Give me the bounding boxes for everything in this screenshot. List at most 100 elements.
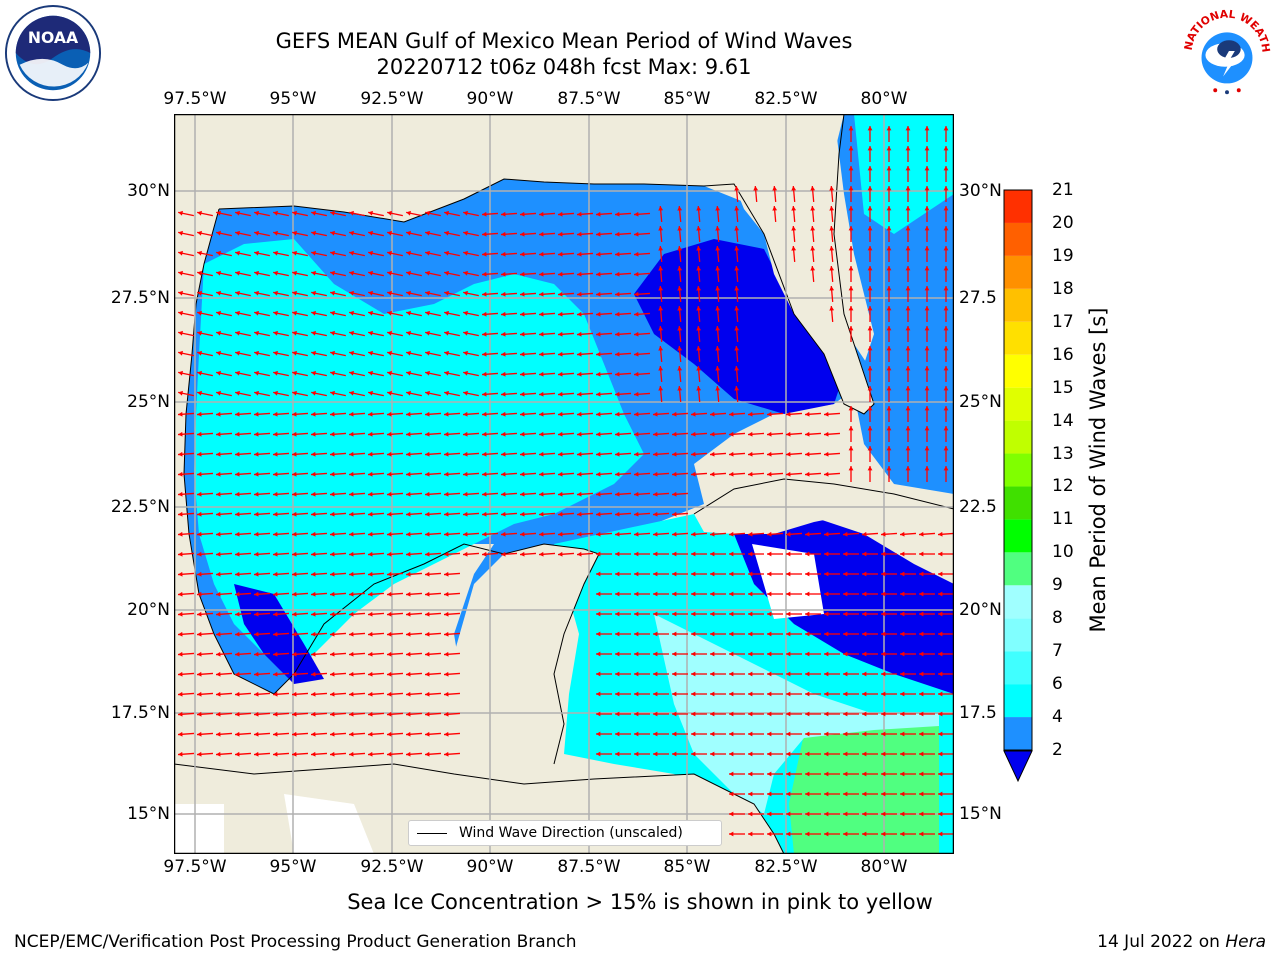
wave-arrow-head bbox=[387, 390, 392, 396]
wave-arrow-head bbox=[311, 691, 316, 697]
wave-arrow-head bbox=[829, 206, 835, 211]
wave-arrow-head bbox=[729, 431, 734, 437]
wave-arrow-head bbox=[444, 310, 449, 316]
wave-arrow-head bbox=[406, 411, 411, 417]
wave-arrow-head bbox=[919, 791, 924, 797]
colorbar-tick-label: 12 bbox=[1052, 476, 1074, 497]
wave-arrow-head bbox=[349, 471, 354, 477]
wave-arrow-head bbox=[558, 531, 563, 537]
wave-arrow-head bbox=[615, 251, 620, 257]
wave-arrow-head bbox=[368, 671, 373, 677]
wave-arrow-head bbox=[691, 751, 696, 757]
wave-arrow-head bbox=[311, 611, 316, 617]
wave-arrow-head bbox=[900, 591, 905, 597]
wave-arrow-head bbox=[677, 206, 683, 211]
colorbar-box bbox=[1004, 255, 1032, 289]
wave-arrow-head bbox=[463, 411, 468, 417]
wave-arrow-head bbox=[482, 331, 487, 337]
wave-arrow-head bbox=[539, 271, 544, 277]
wave-arrow-head bbox=[539, 251, 544, 257]
wave-arrow-head bbox=[425, 290, 430, 296]
wave-arrow-head bbox=[311, 471, 316, 477]
wave-arrow-head bbox=[254, 230, 259, 236]
wave-arrow-head bbox=[729, 611, 734, 617]
wave-arrow-head bbox=[178, 571, 183, 577]
wave-arrow-head bbox=[596, 611, 601, 617]
wave-arrow-head bbox=[596, 751, 601, 757]
wave-arrow-head bbox=[943, 206, 949, 211]
wave-arrow-head bbox=[696, 226, 702, 231]
wave-arrow-head bbox=[715, 286, 721, 291]
wave-arrow-head bbox=[444, 511, 449, 517]
wave-arrow-head bbox=[577, 491, 582, 497]
wave-arrow-head bbox=[748, 831, 753, 837]
wave-arrow-head bbox=[824, 431, 829, 437]
wave-arrow-head bbox=[311, 511, 316, 517]
wave-arrow-head bbox=[254, 451, 259, 457]
wave-arrow-head bbox=[387, 310, 392, 316]
wave-arrow-head bbox=[406, 651, 411, 657]
wave-arrow-head bbox=[178, 651, 183, 657]
wave-arrow-head bbox=[748, 591, 753, 597]
wave-arrow-head bbox=[862, 631, 867, 637]
wave-arrow-head bbox=[843, 731, 848, 737]
wave-arrow-head bbox=[425, 411, 430, 417]
wave-arrow-head bbox=[881, 591, 886, 597]
wave-arrow-head bbox=[406, 350, 411, 356]
wave-arrow-head bbox=[653, 611, 658, 617]
colorbar-tick-label: 19 bbox=[1052, 245, 1074, 266]
wave-arrow-head bbox=[729, 571, 734, 577]
wave-arrow-head bbox=[748, 811, 753, 817]
wave-arrow-head bbox=[767, 651, 772, 657]
wave-arrow-head bbox=[216, 511, 221, 517]
wave-arrow-head bbox=[710, 591, 715, 597]
wave-arrow-head bbox=[653, 591, 658, 597]
wave-arrow-head bbox=[482, 491, 487, 497]
wave-arrow-head bbox=[829, 226, 835, 231]
wave-arrow-head bbox=[786, 751, 791, 757]
wave-arrow-head bbox=[482, 431, 487, 437]
wave-arrow-head bbox=[881, 811, 886, 817]
wave-arrow-head bbox=[672, 451, 677, 457]
wave-arrow-head bbox=[848, 226, 854, 231]
wave-arrow-head bbox=[368, 631, 373, 637]
wave-arrow-head bbox=[406, 270, 411, 276]
wave-arrow-head bbox=[349, 691, 354, 697]
wave-arrow-head bbox=[905, 286, 911, 291]
wave-arrow-head bbox=[862, 751, 867, 757]
wave-arrow-head bbox=[824, 471, 829, 477]
wave-arrow-head bbox=[748, 411, 753, 417]
wave-arrow-head bbox=[577, 411, 582, 417]
wave-arrow-head bbox=[292, 511, 297, 517]
wave-arrow-head bbox=[273, 411, 278, 417]
wave-arrow-head bbox=[254, 591, 259, 597]
wave-arrow-head bbox=[634, 731, 639, 737]
wave-arrow-head bbox=[748, 691, 753, 697]
wave-arrow-head bbox=[672, 711, 677, 717]
wave-arrow-head bbox=[292, 431, 297, 437]
wave-arrow-head bbox=[330, 651, 335, 657]
wave-arrow-head bbox=[767, 671, 772, 677]
wave-arrow-head bbox=[905, 366, 911, 371]
wave-arrow-head bbox=[615, 591, 620, 597]
wave-arrow-head bbox=[292, 691, 297, 697]
wave-arrow-head bbox=[867, 206, 873, 211]
wave-arrow-head bbox=[406, 571, 411, 577]
wave-arrow-head bbox=[886, 446, 892, 451]
wave-arrow-head bbox=[197, 591, 202, 597]
wave-arrow-head bbox=[653, 551, 658, 557]
wave-arrow-head bbox=[235, 230, 240, 236]
map-title: GEFS MEAN Gulf of Mexico Mean Period of … bbox=[275, 29, 853, 53]
wave-arrow-head bbox=[387, 551, 392, 557]
wave-arrow-head bbox=[406, 711, 411, 717]
wave-arrow-head bbox=[653, 691, 658, 697]
wave-arrow-head bbox=[482, 391, 487, 397]
wave-arrow-head bbox=[577, 471, 582, 477]
wave-arrow-head bbox=[672, 651, 677, 657]
wave-arrow-head bbox=[330, 390, 335, 396]
wave-arrow-head bbox=[330, 330, 335, 336]
lat-label-right: 25°N bbox=[959, 392, 1002, 412]
wave-arrow-head bbox=[425, 531, 430, 537]
lon-label-bottom: 87.5°W bbox=[557, 857, 621, 877]
wave-arrow-head bbox=[924, 206, 930, 211]
